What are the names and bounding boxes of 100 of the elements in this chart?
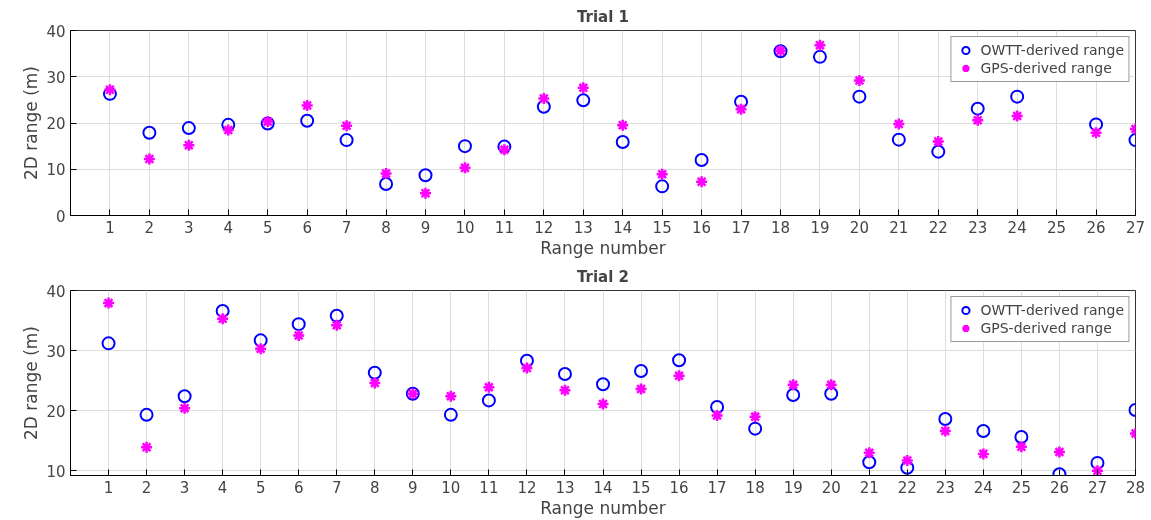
point bbox=[367, 365, 382, 380]
point bbox=[142, 125, 157, 140]
x-tick-label: 2 bbox=[144, 218, 155, 237]
point bbox=[576, 93, 591, 108]
x-tick-label: 27 bbox=[1087, 478, 1108, 497]
point bbox=[101, 296, 116, 310]
point bbox=[497, 143, 512, 157]
x-tick-label: 26 bbox=[1049, 478, 1069, 497]
x-tick-label: 12 bbox=[534, 218, 554, 237]
point bbox=[139, 407, 154, 422]
point bbox=[519, 353, 534, 368]
x-tick-label: 8 bbox=[370, 478, 380, 497]
point bbox=[481, 393, 496, 408]
point bbox=[862, 455, 877, 470]
point bbox=[931, 144, 946, 159]
chart-title: Trial 2 bbox=[576, 267, 630, 286]
point bbox=[300, 113, 315, 128]
x-tick-label: 16 bbox=[692, 218, 712, 237]
x-tick-label: 8 bbox=[381, 218, 391, 237]
point bbox=[824, 386, 839, 401]
point bbox=[103, 82, 117, 97]
x-tick-label: 19 bbox=[810, 218, 830, 237]
point bbox=[182, 138, 196, 152]
point bbox=[734, 102, 748, 116]
y-tick-label: 20 bbox=[46, 115, 66, 133]
point bbox=[253, 342, 268, 356]
point bbox=[497, 139, 512, 154]
point bbox=[615, 118, 630, 133]
point bbox=[852, 89, 867, 104]
x-axis-title: Range number bbox=[540, 497, 666, 518]
point bbox=[253, 333, 268, 348]
legend-label: OWTT-derived range bbox=[980, 301, 1124, 319]
point bbox=[634, 364, 649, 378]
legend-label: OWTT-derived range bbox=[980, 41, 1124, 59]
point bbox=[444, 389, 458, 403]
y-tick-label: 10 bbox=[46, 462, 66, 481]
point bbox=[710, 408, 724, 423]
point bbox=[215, 311, 230, 326]
x-tick-label: 12 bbox=[517, 478, 537, 497]
point bbox=[734, 94, 749, 109]
point bbox=[142, 152, 157, 166]
point bbox=[379, 166, 393, 181]
x-tick-label: 15 bbox=[631, 478, 651, 497]
point bbox=[482, 380, 496, 394]
x-tick-label: 18 bbox=[770, 218, 791, 237]
x-tick-label: 17 bbox=[731, 218, 751, 237]
point bbox=[710, 400, 725, 415]
point bbox=[443, 407, 458, 422]
x-tick-label: 18 bbox=[745, 478, 765, 497]
x-tick-label: 26 bbox=[1086, 218, 1106, 237]
point bbox=[596, 377, 610, 392]
y-axis-title: 2D range (m) bbox=[21, 66, 42, 180]
point bbox=[418, 186, 433, 201]
x-tick-label: 14 bbox=[613, 218, 633, 237]
point bbox=[694, 174, 709, 189]
point bbox=[520, 361, 534, 375]
point bbox=[1089, 117, 1104, 132]
point bbox=[181, 121, 196, 136]
point bbox=[139, 440, 154, 455]
point bbox=[576, 81, 591, 95]
x-tick-label: 4 bbox=[223, 218, 234, 237]
x-tick-label: 28 bbox=[1125, 478, 1146, 497]
point bbox=[330, 318, 344, 333]
point bbox=[1014, 439, 1029, 454]
x-tick-label: 23 bbox=[935, 478, 955, 497]
point bbox=[891, 132, 906, 147]
point bbox=[813, 38, 827, 53]
legend-label: GPS-derived range bbox=[980, 59, 1112, 77]
x-tick-label: 3 bbox=[184, 218, 194, 237]
point bbox=[938, 424, 953, 438]
point bbox=[458, 161, 472, 175]
x-tick-label: 19 bbox=[783, 478, 803, 497]
point bbox=[1010, 89, 1025, 104]
y-tick-label: 30 bbox=[46, 68, 66, 87]
x-tick-label: 9 bbox=[408, 478, 418, 497]
x-tick-label: 10 bbox=[455, 218, 475, 237]
x-tick-label: 1 bbox=[105, 218, 115, 237]
point bbox=[824, 378, 838, 392]
point bbox=[1052, 445, 1067, 459]
point bbox=[291, 317, 306, 332]
point bbox=[558, 383, 572, 397]
point bbox=[101, 336, 116, 351]
point bbox=[291, 328, 306, 343]
point bbox=[368, 376, 382, 390]
y-tick-label: 40 bbox=[46, 282, 66, 301]
x-tick-label: 27 bbox=[1125, 218, 1146, 237]
point bbox=[1090, 455, 1105, 470]
point bbox=[215, 303, 230, 318]
x-tick-label: 11 bbox=[494, 218, 514, 237]
x-tick-label: 20 bbox=[849, 218, 869, 237]
point bbox=[300, 98, 314, 113]
point bbox=[596, 397, 610, 411]
point bbox=[672, 369, 686, 383]
y-tick-label: 40 bbox=[46, 22, 66, 41]
point bbox=[976, 447, 991, 461]
y-tick-label: 20 bbox=[46, 402, 66, 421]
point bbox=[177, 389, 192, 404]
point bbox=[862, 445, 876, 460]
point bbox=[221, 117, 236, 132]
x-tick-label: 25 bbox=[1011, 478, 1031, 497]
